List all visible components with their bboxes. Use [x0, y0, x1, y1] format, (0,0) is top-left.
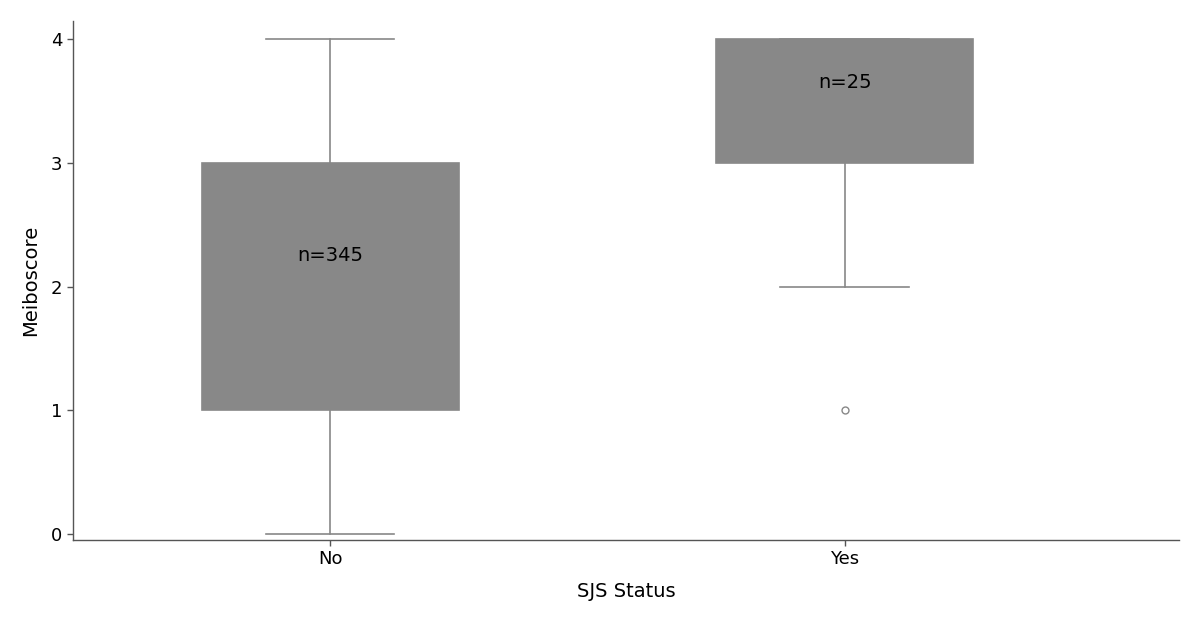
PathPatch shape	[202, 163, 458, 410]
Y-axis label: Meiboscore: Meiboscore	[20, 225, 40, 336]
Text: n=25: n=25	[818, 73, 871, 92]
Text: n=345: n=345	[298, 246, 364, 265]
X-axis label: SJS Status: SJS Status	[577, 582, 676, 601]
PathPatch shape	[716, 39, 973, 163]
